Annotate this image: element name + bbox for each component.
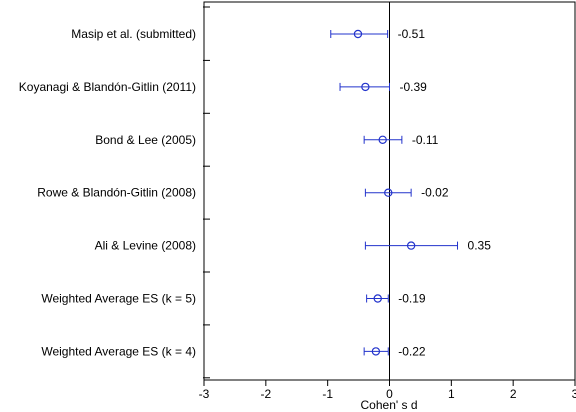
study-label: Rowe & Blandón-Gitlin (2008) xyxy=(37,186,196,200)
x-axis-title: Cohen' s d xyxy=(361,398,418,412)
x-tick-label: 1 xyxy=(448,387,455,401)
study-label: Bond & Lee (2005) xyxy=(95,133,196,147)
study-label: Weighted Average ES (k = 5) xyxy=(41,292,196,306)
effect-size-point xyxy=(353,29,363,39)
study-label: Weighted Average ES (k = 4) xyxy=(41,344,196,358)
study-label: Ali & Levine (2008) xyxy=(95,239,196,253)
study-label: Koyanagi & Blandón-Gitlin (2011) xyxy=(19,80,196,94)
effect-size-value-label: -0.19 xyxy=(398,292,426,306)
effect-size-point xyxy=(373,294,382,303)
effect-size-point xyxy=(361,82,370,92)
effect-size-value-label: -0.11 xyxy=(412,133,439,147)
x-tick-label: -1 xyxy=(322,387,333,401)
x-tick-label: -2 xyxy=(260,387,271,401)
x-tick-label: 0 xyxy=(386,387,393,401)
effect-size-point xyxy=(384,188,393,197)
effect-size-value-label: -0.39 xyxy=(400,80,428,94)
effect-size-point xyxy=(406,241,416,250)
study-label: Masip et al. (submitted) xyxy=(71,27,196,41)
effect-size-value-label: -0.51 xyxy=(398,27,426,41)
x-tick-label: 3 xyxy=(572,387,576,401)
effect-size-point xyxy=(378,135,387,144)
effect-size-point xyxy=(371,347,381,356)
effect-size-value-label: 0.35 xyxy=(468,239,492,253)
x-axis: -3 -2 -1 0 1 2 3 xyxy=(199,380,576,401)
study-labels: Masip et al. (submitted) Koyanagi & Bland… xyxy=(19,27,196,358)
x-tick-label: 2 xyxy=(510,387,517,401)
plot-area: -0.51 -0.39 -0.11 -0.02 0.35 -0.19 -0.22 xyxy=(203,1,576,381)
effect-size-value-label: -0.02 xyxy=(421,186,449,200)
x-tick-label: -3 xyxy=(199,387,210,401)
effect-size-value-label: -0.22 xyxy=(398,344,426,358)
